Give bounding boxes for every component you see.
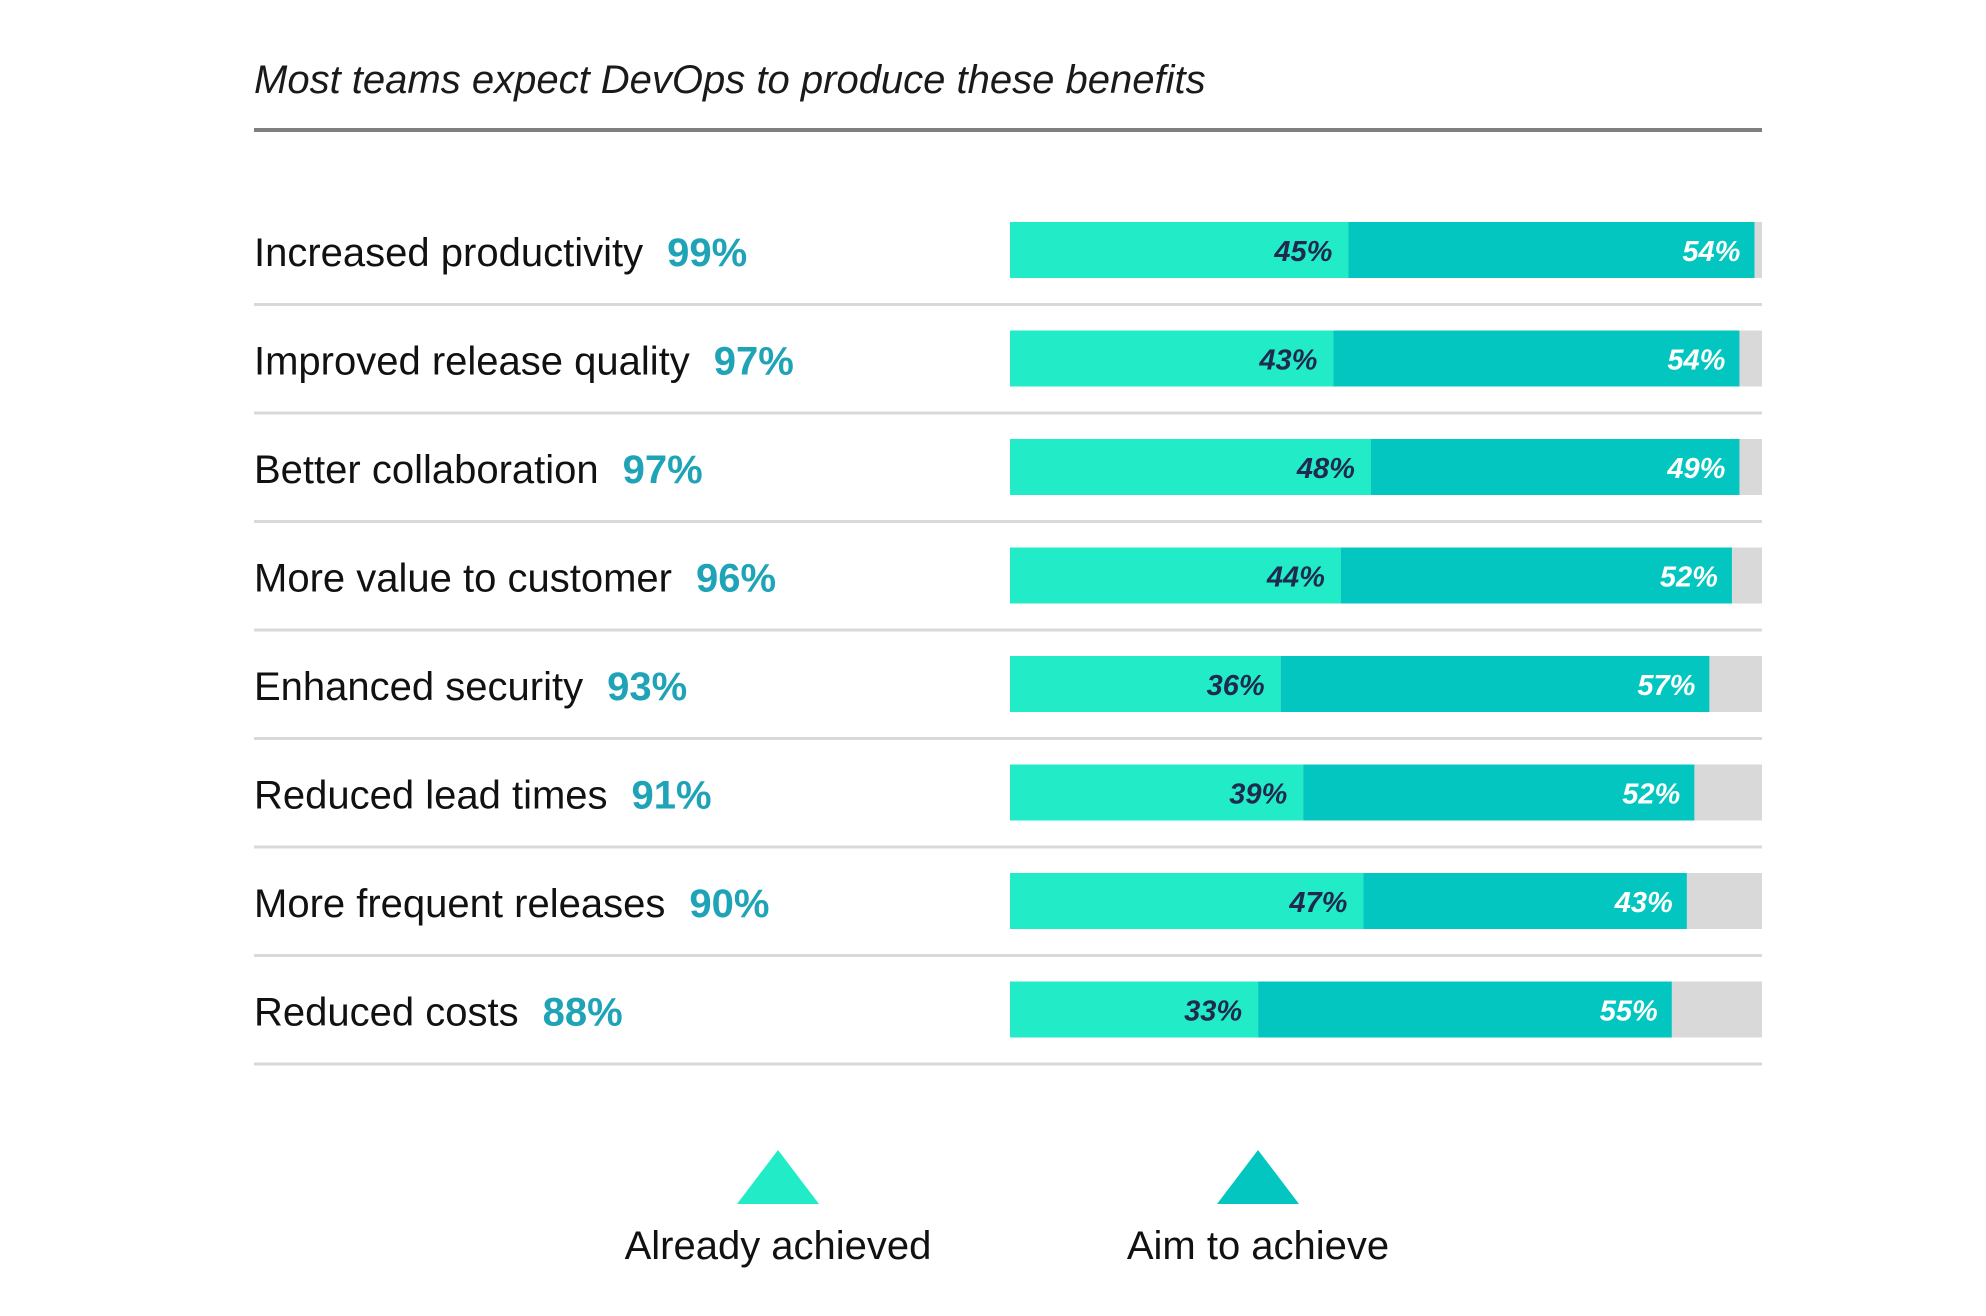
total-percent-label: 96% — [696, 557, 776, 601]
already-value-label: 47% — [1288, 887, 1347, 919]
category-label: Reduced costs — [254, 991, 519, 1035]
legend-item-already-achieved: Already achieved — [578, 1150, 978, 1269]
aim-value-label: 52% — [1622, 779, 1680, 811]
category-label: Improved release quality — [254, 340, 690, 384]
aim-value-label: 54% — [1667, 345, 1725, 377]
aim-value-label: 49% — [1666, 453, 1725, 485]
already-value-label: 45% — [1273, 236, 1332, 268]
row-divider — [254, 1062, 1762, 1066]
aim-value-label: 52% — [1660, 562, 1718, 594]
aim-value-label: 54% — [1682, 236, 1740, 268]
row-divider — [254, 628, 1762, 632]
already-value-label: 39% — [1229, 779, 1287, 811]
bar-aim-to-achieve — [1280, 656, 1710, 712]
total-percent-label: 93% — [607, 665, 687, 709]
category-label: Better collaboration — [254, 448, 599, 492]
already-value-label: 36% — [1207, 670, 1265, 702]
bar-already-achieved — [1010, 981, 1259, 1038]
aim-value-label: 55% — [1600, 996, 1658, 1028]
bar-aim-to-achieve — [1348, 222, 1755, 278]
legend-item-aim-to-achieve: Aim to achieve — [1058, 1150, 1458, 1269]
row-divider — [254, 411, 1762, 415]
already-value-label: 43% — [1258, 345, 1317, 377]
total-percent-label: 90% — [689, 882, 769, 926]
already-value-label: 44% — [1266, 562, 1325, 594]
bar-already-achieved — [1010, 222, 1349, 278]
legend-triangle-already-icon — [737, 1150, 819, 1204]
chart-title: Most teams expect DevOps to produce thes… — [254, 58, 1206, 102]
already-value-label: 48% — [1296, 453, 1355, 485]
already-value-label: 33% — [1184, 996, 1242, 1028]
total-percent-label: 88% — [543, 991, 623, 1035]
category-label: Increased productivity — [254, 231, 643, 275]
category-label: Enhanced security — [254, 665, 583, 709]
category-label: More frequent releases — [254, 882, 665, 926]
row-divider — [254, 737, 1762, 740]
stacked-bar-chart: Increased productivity 99% 45% 54% Improved … — [254, 222, 1762, 1066]
bar-aim-to-achieve — [1333, 330, 1740, 387]
bar-aim-to-achieve — [1340, 547, 1732, 604]
row-divider — [254, 520, 1762, 523]
row-divider — [254, 954, 1762, 957]
bar-aim-to-achieve — [1363, 873, 1687, 929]
legend-label: Aim to achieve — [1126, 1224, 1390, 1268]
category-label: More value to customer — [254, 557, 672, 601]
title-divider — [254, 128, 1762, 132]
total-percent-label: 91% — [632, 774, 712, 818]
row-divider — [254, 845, 1762, 849]
bar-already-achieved — [1010, 439, 1371, 495]
bar-already-achieved — [1010, 656, 1281, 712]
bar-already-achieved — [1010, 873, 1364, 929]
bar-aim-to-achieve — [1258, 981, 1672, 1038]
aim-value-label: 43% — [1614, 887, 1673, 919]
bar-already-achieved — [1010, 764, 1304, 821]
bar-already-achieved — [1010, 330, 1334, 387]
legend-triangle-aim-icon — [1217, 1150, 1299, 1204]
bar-aim-to-achieve — [1303, 764, 1695, 821]
aim-value-label: 57% — [1637, 670, 1695, 702]
total-percent-label: 97% — [623, 448, 703, 492]
category-label: Reduced lead times — [254, 774, 608, 818]
bar-already-achieved — [1010, 547, 1341, 604]
row-divider — [254, 303, 1762, 306]
bar-aim-to-achieve — [1370, 439, 1740, 495]
total-percent-label: 99% — [667, 231, 747, 275]
total-percent-label: 97% — [714, 340, 794, 384]
legend-label: Already achieved — [624, 1224, 932, 1268]
